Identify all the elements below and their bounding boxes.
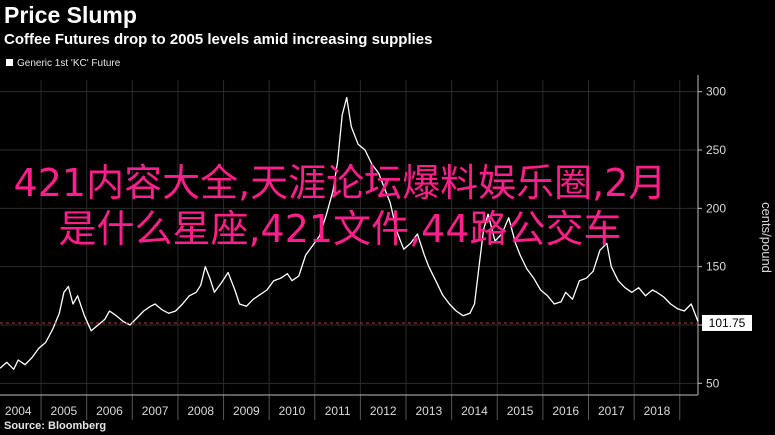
series-line xyxy=(0,96,699,370)
legend-label: Generic 1st 'KC' Future xyxy=(17,58,121,69)
chart-title: Price Slump xyxy=(4,2,137,28)
y-tick-label: 250 xyxy=(706,143,726,157)
x-tick-label: 2015 xyxy=(507,404,534,418)
x-tick-label: 2004 xyxy=(5,404,32,418)
x-tick-label: 2006 xyxy=(96,404,123,418)
source-note: Source: Bloomberg xyxy=(4,420,107,432)
last-value-label: 101.75 xyxy=(709,316,746,330)
x-tick-label: 2007 xyxy=(142,404,169,418)
legend-swatch xyxy=(6,59,13,66)
y-tick-label: 150 xyxy=(706,260,726,274)
y-tick-label: 200 xyxy=(706,201,726,215)
x-tick-label: 2012 xyxy=(370,404,397,418)
x-tick-label: 2017 xyxy=(598,404,625,418)
x-tick-label: 2009 xyxy=(233,404,260,418)
x-tick-label: 2008 xyxy=(187,404,214,418)
x-tick-label: 2018 xyxy=(644,404,671,418)
x-tick-label: 2013 xyxy=(415,404,442,418)
y-axis-title: cents/pound xyxy=(759,202,774,273)
x-tick-label: 2016 xyxy=(552,404,579,418)
x-tick-label: 2011 xyxy=(325,404,351,418)
last-value-box xyxy=(702,314,752,331)
x-tick-label: 2014 xyxy=(461,404,488,418)
x-tick-label: 2005 xyxy=(51,404,78,418)
y-tick-label: 50 xyxy=(706,376,720,390)
y-tick-label: 300 xyxy=(706,85,726,99)
x-tick-label: 2010 xyxy=(279,404,306,418)
overlay-watermark-text: 421内容大全,天涯论坛爆料娱乐圈,2月是什么星座,421文件,44路公交车 xyxy=(13,161,667,251)
chart-subtitle: Coffee Futures drop to 2005 levels amid … xyxy=(4,31,433,48)
legend: Generic 1st 'KC' Future xyxy=(6,58,120,69)
